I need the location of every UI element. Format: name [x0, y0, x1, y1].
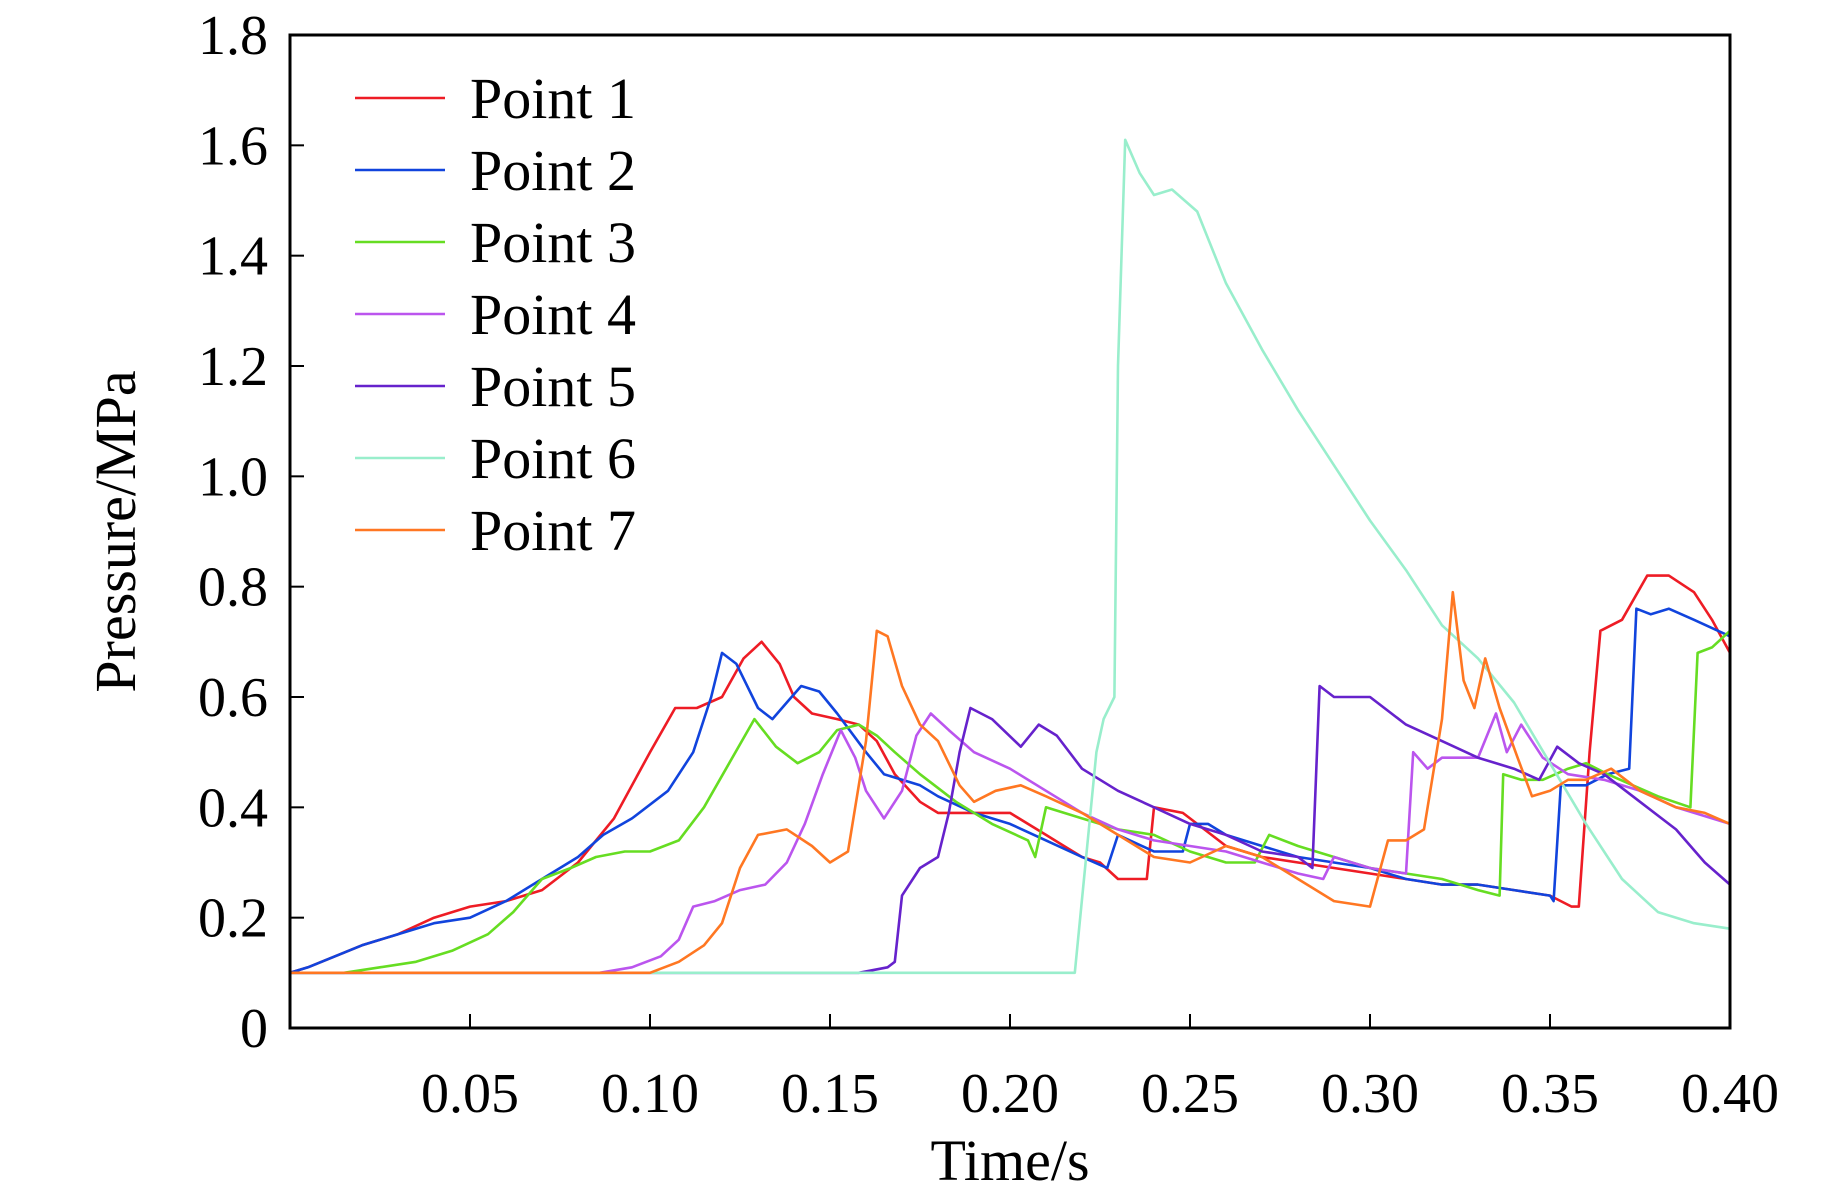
- y-tick-label: 0.8: [198, 557, 268, 619]
- series-line-point-6: [288, 138, 1732, 975]
- y-tick-label: 1.6: [198, 115, 268, 177]
- x-tick-label: 0.25: [1141, 1063, 1239, 1125]
- y-tick-label: 1.0: [198, 446, 268, 508]
- series-line-point-1: [288, 574, 1732, 975]
- x-tick-label: 0.10: [601, 1063, 699, 1125]
- legend-label: Point 4: [470, 282, 636, 347]
- series-line-point-3: [288, 629, 1732, 975]
- legend-label: Point 7: [470, 498, 636, 563]
- legend-label: Point 5: [470, 354, 636, 419]
- x-axis-title: Time/s: [930, 1128, 1089, 1193]
- series-line-point-4: [288, 712, 1732, 975]
- series-line-point-2: [288, 607, 1732, 975]
- legend-label: Point 6: [470, 426, 636, 491]
- x-tick-label: 0.40: [1681, 1063, 1779, 1125]
- legend: Point 1 Point 2 Point 3 Point 4 Point 5 Point…: [355, 66, 636, 563]
- x-tick-label: 0.15: [781, 1063, 879, 1125]
- x-axis-ticks: 0.05 0.10 0.15 0.20 0.25 0.30 0.35 0.40: [421, 1014, 1779, 1125]
- y-tick-label: 1.2: [198, 336, 268, 398]
- y-tick-label: 1.4: [198, 226, 268, 288]
- y-tick-label: 0.6: [198, 667, 268, 729]
- y-axis-title: Pressure/MPa: [83, 370, 148, 692]
- y-tick-label: 0.2: [198, 888, 268, 950]
- series-line-point-7: [288, 590, 1732, 975]
- x-tick-label: 0.05: [421, 1063, 519, 1125]
- legend-label: Point 3: [470, 210, 636, 275]
- y-tick-label: 1.8: [198, 5, 268, 67]
- y-tick-label: 0: [240, 998, 268, 1060]
- x-tick-label: 0.35: [1501, 1063, 1599, 1125]
- series-line-point-5: [288, 684, 1732, 975]
- x-tick-label: 0.20: [961, 1063, 1059, 1125]
- series-layer: [288, 138, 1732, 975]
- y-tick-label: 0.4: [198, 777, 268, 839]
- legend-label: Point 1: [470, 66, 636, 131]
- legend-label: Point 2: [470, 138, 636, 203]
- y-axis-ticks: 0 0.2 0.4 0.6 0.8 1.0 1.2 1.4 1.6 1.8: [198, 5, 304, 1060]
- x-tick-label: 0.30: [1321, 1063, 1419, 1125]
